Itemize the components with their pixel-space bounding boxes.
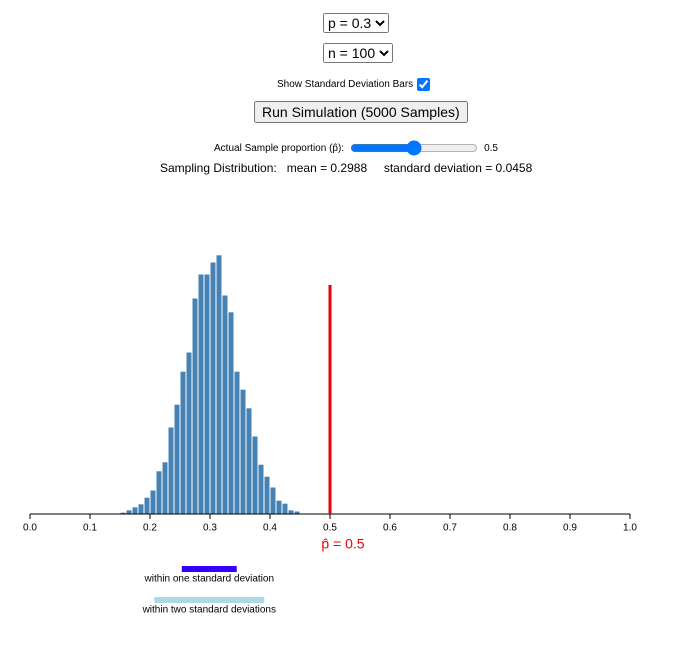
x-tick-label: 0.1 <box>83 523 97 534</box>
bar <box>215 254 223 515</box>
bar <box>245 407 253 515</box>
x-tick-label: 0.0 <box>23 523 37 534</box>
n-select-wrap: n = 100 <box>323 43 393 63</box>
slider-label: Actual Sample proportion (p̂): <box>214 142 345 154</box>
bar <box>233 370 241 515</box>
sd-bar-label: within two standard deviations <box>142 605 276 616</box>
n-select[interactable]: n = 100 <box>323 43 393 63</box>
x-tick-label: 0.5 <box>323 523 337 534</box>
bar <box>179 370 187 515</box>
x-tick-label: 0.3 <box>203 523 217 534</box>
bar <box>191 297 199 515</box>
bar <box>227 311 235 515</box>
bar <box>209 261 217 515</box>
bar <box>149 489 157 515</box>
bar <box>173 403 181 515</box>
bar <box>287 509 295 515</box>
stats-sd: standard deviation = 0.0458 <box>383 161 533 175</box>
bar <box>221 294 229 515</box>
bar <box>131 506 139 515</box>
bar <box>203 273 211 515</box>
slider[interactable] <box>350 140 479 156</box>
x-tick-label: 0.6 <box>383 523 397 534</box>
run-wrap: Run Simulation (5000 Samples) <box>254 101 468 123</box>
x-tick-label: 0.4 <box>263 523 277 534</box>
stats-title: Sampling Distribution: <box>160 161 277 175</box>
slider-value: 0.5 <box>484 142 498 154</box>
bar <box>269 486 277 515</box>
slider-row: Actual Sample proportion (p̂): 0.5 <box>214 140 498 156</box>
x-tick-label: 0.2 <box>143 523 157 534</box>
sd-toggle: Show Standard Deviation Bars <box>277 78 431 91</box>
bar <box>281 502 289 515</box>
sd-toggle-label: Show Standard Deviation Bars <box>277 79 414 90</box>
bar <box>263 475 271 515</box>
bar <box>275 499 283 515</box>
x-tick-label: 0.8 <box>503 523 517 534</box>
x-tick-label: 1.0 <box>623 523 637 534</box>
stats: Sampling Distribution: mean = 0.2988 sta… <box>160 161 532 175</box>
bar <box>185 351 193 515</box>
stats-mean: mean = 0.2988 <box>286 161 368 175</box>
bar <box>239 388 247 515</box>
bar <box>167 426 175 515</box>
bar <box>143 496 151 515</box>
bar <box>155 470 163 515</box>
bar <box>257 463 265 515</box>
x-tick-label: 0.9 <box>563 523 577 534</box>
run-button[interactable]: Run Simulation (5000 Samples) <box>254 101 468 123</box>
x-tick-label: 0.7 <box>443 523 457 534</box>
bar <box>251 435 259 515</box>
sd-checkbox[interactable] <box>417 78 431 91</box>
bar <box>137 503 145 515</box>
bar <box>161 461 169 515</box>
marker-label: p̂ = 0.5 <box>321 536 364 552</box>
p-select-wrap: p = 0.3 <box>323 13 389 33</box>
bar <box>125 509 133 515</box>
sd-bar-label: within one standard deviation <box>144 574 275 585</box>
bar <box>197 273 205 515</box>
p-select[interactable]: p = 0.3 <box>323 13 389 33</box>
